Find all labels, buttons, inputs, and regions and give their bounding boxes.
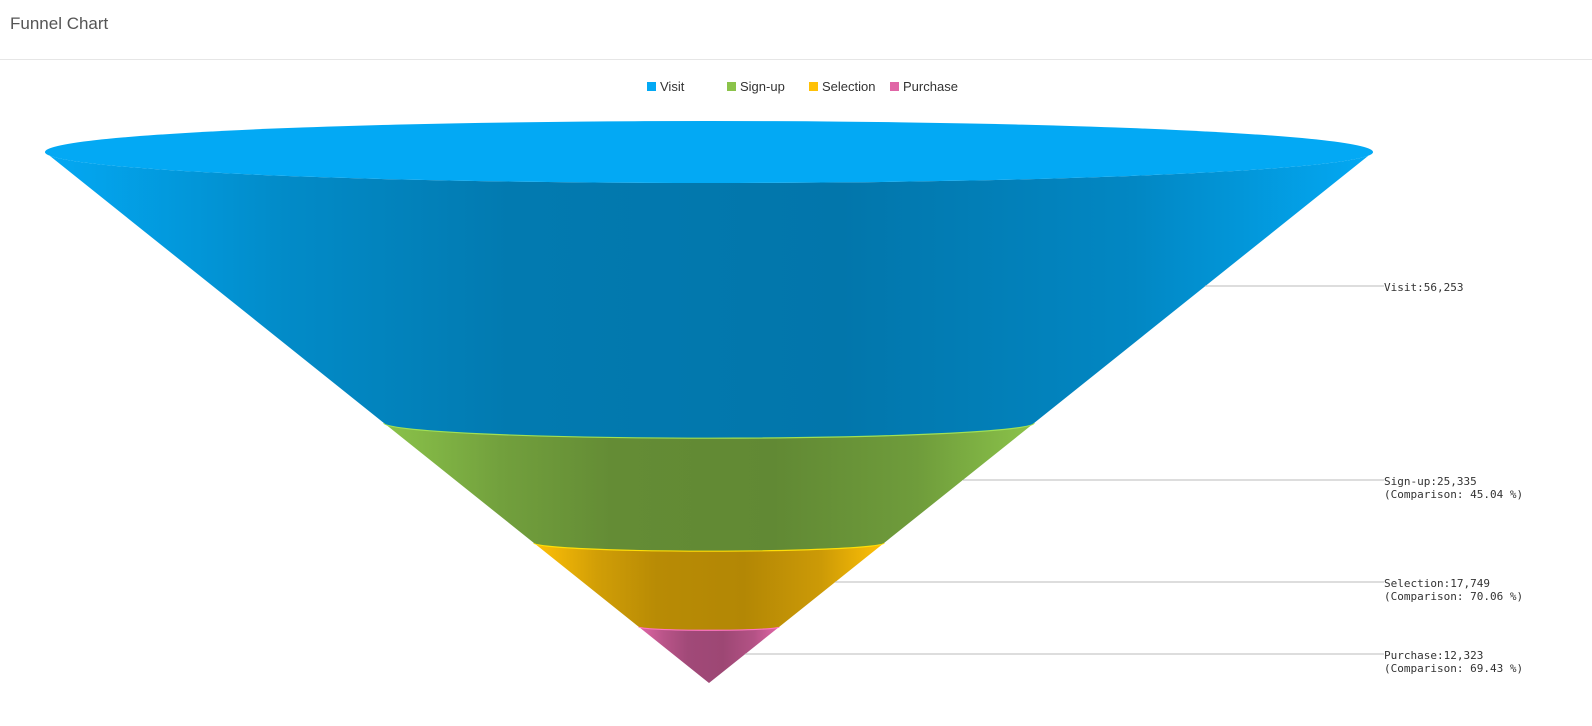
- legend-label-visit: Visit: [660, 79, 685, 94]
- data-label-visit: Visit:56,253: [1384, 281, 1463, 294]
- funnel-segments: [45, 121, 1373, 683]
- funnel-rim-visit: [45, 121, 1373, 183]
- legend-swatch-visit: [647, 82, 656, 91]
- data-label-comparison-selection: (Comparison: 70.06 %): [1384, 590, 1523, 603]
- legend-label-selection: Selection: [822, 79, 875, 94]
- data-labels: Visit:56,253 Sign-up:25,335(Comparison: 4…: [745, 281, 1523, 675]
- legend-swatch-sign-up: [727, 82, 736, 91]
- data-label-selection: Selection:17,749: [1384, 577, 1490, 590]
- legend-swatch-purchase: [890, 82, 899, 91]
- legend-item-purchase[interactable]: Purchase: [890, 79, 958, 94]
- legend-item-sign-up[interactable]: Sign-up: [727, 79, 785, 94]
- page-title: Funnel Chart: [10, 14, 109, 33]
- legend-item-visit[interactable]: Visit: [647, 79, 685, 94]
- funnel-segment-sign-up[interactable]: [383, 423, 1035, 552]
- legend: Visit Sign-up Selection Purchase: [647, 79, 958, 94]
- data-label-sign-up: Sign-up:25,335: [1384, 475, 1477, 488]
- data-label-comparison-purchase: (Comparison: 69.43 %): [1384, 662, 1523, 675]
- data-label-purchase: Purchase:12,323: [1384, 649, 1483, 662]
- legend-swatch-selection: [809, 82, 818, 91]
- funnel-segment-visit[interactable]: [45, 152, 1373, 439]
- funnel-segment-selection[interactable]: [533, 543, 885, 631]
- data-label-comparison-sign-up: (Comparison: 45.04 %): [1384, 488, 1523, 501]
- funnel-segment-purchase[interactable]: [638, 627, 780, 683]
- funnel-edge-selection: [533, 542, 885, 552]
- legend-item-selection[interactable]: Selection: [809, 79, 875, 94]
- funnel-edge-sign-up: [383, 422, 1035, 439]
- funnel-edge-purchase: [638, 626, 780, 631]
- legend-label-sign-up: Sign-up: [740, 79, 785, 94]
- header-bar: Funnel Chart: [0, 0, 1592, 60]
- legend-label-purchase: Purchase: [903, 79, 958, 94]
